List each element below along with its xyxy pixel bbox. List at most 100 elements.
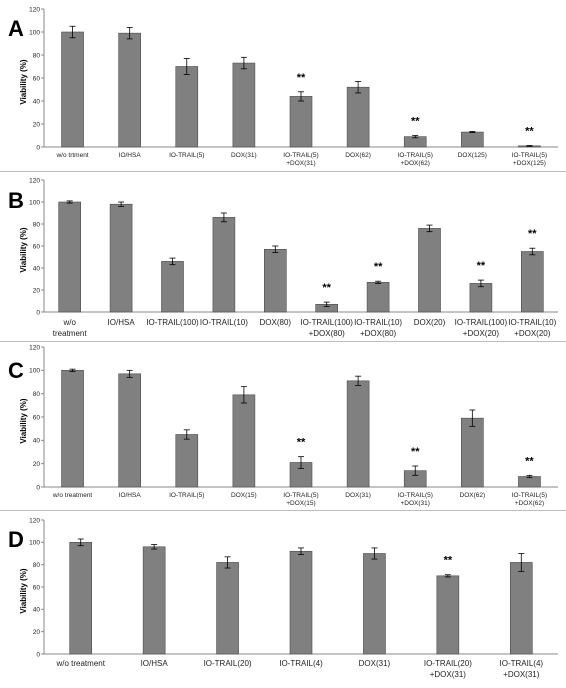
significance-marker: ** bbox=[528, 228, 537, 240]
x-tick-label: IO-TRAIL(5) bbox=[169, 492, 204, 499]
chart-b: B Viability (%) 0 20 40 60 80 100 120 w/o treatmen… bbox=[8, 177, 558, 338]
x-tick-label: DOX(80) bbox=[260, 318, 292, 327]
bar bbox=[109, 203, 133, 313]
y-tick-label: 60 bbox=[33, 584, 41, 591]
significance-marker: ** bbox=[322, 282, 331, 294]
x-tick-label: IO-TRAIL(4) bbox=[279, 659, 323, 668]
x-tick-label: IO-TRAIL(5) +DOX(62) bbox=[512, 492, 547, 507]
y-tick-label: 0 bbox=[36, 484, 40, 491]
panel-divider bbox=[0, 510, 566, 511]
y-axis-title: Viability (%) bbox=[19, 59, 28, 105]
bar bbox=[212, 217, 236, 313]
bar bbox=[118, 373, 141, 488]
y-tick-label: 100 bbox=[29, 199, 40, 206]
bar bbox=[461, 131, 484, 148]
bar bbox=[461, 417, 484, 488]
x-tick-label: DOX(62) bbox=[345, 152, 371, 159]
y-axis-title: Viability (%) bbox=[19, 568, 28, 614]
y-tick-label: 80 bbox=[33, 391, 41, 398]
bar bbox=[509, 562, 533, 655]
bar bbox=[366, 282, 390, 313]
bar bbox=[469, 283, 493, 313]
y-tick-label: 60 bbox=[33, 75, 41, 82]
y-tick-label: 80 bbox=[33, 562, 41, 569]
bar bbox=[61, 31, 84, 148]
x-tick-label: IO-TRAIL(20) bbox=[204, 659, 252, 668]
panel-letter: A bbox=[8, 16, 24, 41]
significance-marker: ** bbox=[525, 126, 534, 138]
bar bbox=[418, 228, 441, 313]
bar bbox=[58, 201, 82, 313]
panel-letter: C bbox=[8, 358, 24, 383]
x-tick-label: w/o treatment bbox=[52, 492, 93, 499]
y-tick-label: 20 bbox=[33, 121, 41, 128]
significance-marker: ** bbox=[411, 116, 420, 128]
bar bbox=[263, 249, 287, 313]
x-tick-label: IO-TRAIL(5) +DOX(125) bbox=[512, 152, 547, 167]
bar bbox=[175, 434, 199, 488]
y-tick-label: 20 bbox=[33, 629, 41, 636]
x-tick-label: DOX(125) bbox=[458, 152, 487, 159]
x-tick-label: DOX(62) bbox=[460, 492, 486, 499]
bar bbox=[436, 575, 460, 655]
panel-d: D Viability (%) 0 20 40 60 80 100 120 w/o treatme… bbox=[0, 511, 566, 683]
significance-marker: ** bbox=[525, 455, 534, 467]
y-tick-label: 80 bbox=[33, 221, 41, 228]
x-tick-label: IO/HSA bbox=[108, 318, 136, 327]
x-tick-label: IO/HSA bbox=[119, 492, 142, 499]
bar bbox=[216, 562, 239, 655]
y-tick-label: 40 bbox=[33, 438, 41, 445]
significance-marker: ** bbox=[477, 260, 486, 272]
bar bbox=[232, 62, 256, 148]
y-axis-title: Viability (%) bbox=[19, 227, 28, 273]
significance-marker: ** bbox=[297, 72, 306, 84]
x-tick-label: IO-TRAIL(100) +DOX(80) bbox=[300, 318, 353, 338]
x-tick-label: IO-TRAIL(5) +DOX(31) bbox=[398, 492, 433, 507]
y-tick-label: 20 bbox=[33, 461, 41, 468]
panel-divider bbox=[0, 341, 566, 342]
x-tick-label: IO-TRAIL(10) +DOX(80) bbox=[354, 318, 402, 338]
bar bbox=[289, 96, 313, 148]
x-tick-label: w/o trtment bbox=[55, 152, 88, 159]
panel-a: A Viability (%) 0 20 40 60 80 100 120 w/o trtment… bbox=[0, 0, 566, 170]
x-tick-label: IO-TRAIL(100) bbox=[146, 318, 199, 327]
y-tick-label: 100 bbox=[29, 29, 40, 36]
chart-a: A Viability (%) 0 20 40 60 80 100 120 w/o trtment… bbox=[8, 6, 558, 167]
y-tick-label: 40 bbox=[33, 607, 41, 614]
y-tick-label: 100 bbox=[29, 368, 40, 375]
bar bbox=[363, 553, 386, 655]
x-tick-label: DOX(15) bbox=[231, 492, 257, 499]
y-tick-label: 20 bbox=[33, 287, 41, 294]
bar bbox=[118, 32, 141, 148]
x-tick-label: IO-TRAIL(100) +DOX(20) bbox=[455, 318, 508, 338]
y-tick-label: 120 bbox=[29, 344, 40, 351]
bar bbox=[175, 66, 199, 148]
y-tick-label: 0 bbox=[36, 651, 40, 658]
y-tick-label: 40 bbox=[33, 98, 41, 105]
y-tick-label: 0 bbox=[36, 144, 40, 151]
x-tick-label: w/o treatment bbox=[55, 659, 105, 668]
y-tick-label: 60 bbox=[33, 243, 41, 250]
x-tick-label: IO-TRAIL(5) +DOX(31) bbox=[283, 152, 318, 167]
bar bbox=[346, 380, 370, 488]
bar bbox=[289, 550, 313, 655]
y-tick-label: 60 bbox=[33, 414, 41, 421]
y-tick-label: 120 bbox=[29, 177, 40, 184]
significance-marker: ** bbox=[374, 261, 383, 273]
significance-marker: ** bbox=[411, 446, 420, 458]
bar bbox=[61, 370, 84, 488]
panel-c: C Viability (%) 0 20 40 60 80 100 120 w/o treatme… bbox=[0, 342, 566, 510]
x-tick-label: IO-TRAIL(20) +DOX(31) bbox=[424, 659, 472, 679]
significance-marker: ** bbox=[444, 555, 453, 567]
x-tick-label: IO-TRAIL(5) +DOX(15) bbox=[283, 492, 318, 507]
y-tick-label: 40 bbox=[33, 265, 41, 272]
x-tick-label: DOX(31) bbox=[345, 492, 371, 499]
bar bbox=[69, 542, 93, 655]
y-tick-label: 100 bbox=[29, 540, 40, 547]
y-tick-label: 120 bbox=[29, 6, 40, 13]
x-tick-label: IO-TRAIL(5) +DOX(62) bbox=[398, 152, 433, 167]
panel-letter: B bbox=[8, 188, 24, 213]
chart-c: C Viability (%) 0 20 40 60 80 100 120 w/o treatme… bbox=[8, 344, 558, 507]
bar bbox=[346, 86, 370, 148]
